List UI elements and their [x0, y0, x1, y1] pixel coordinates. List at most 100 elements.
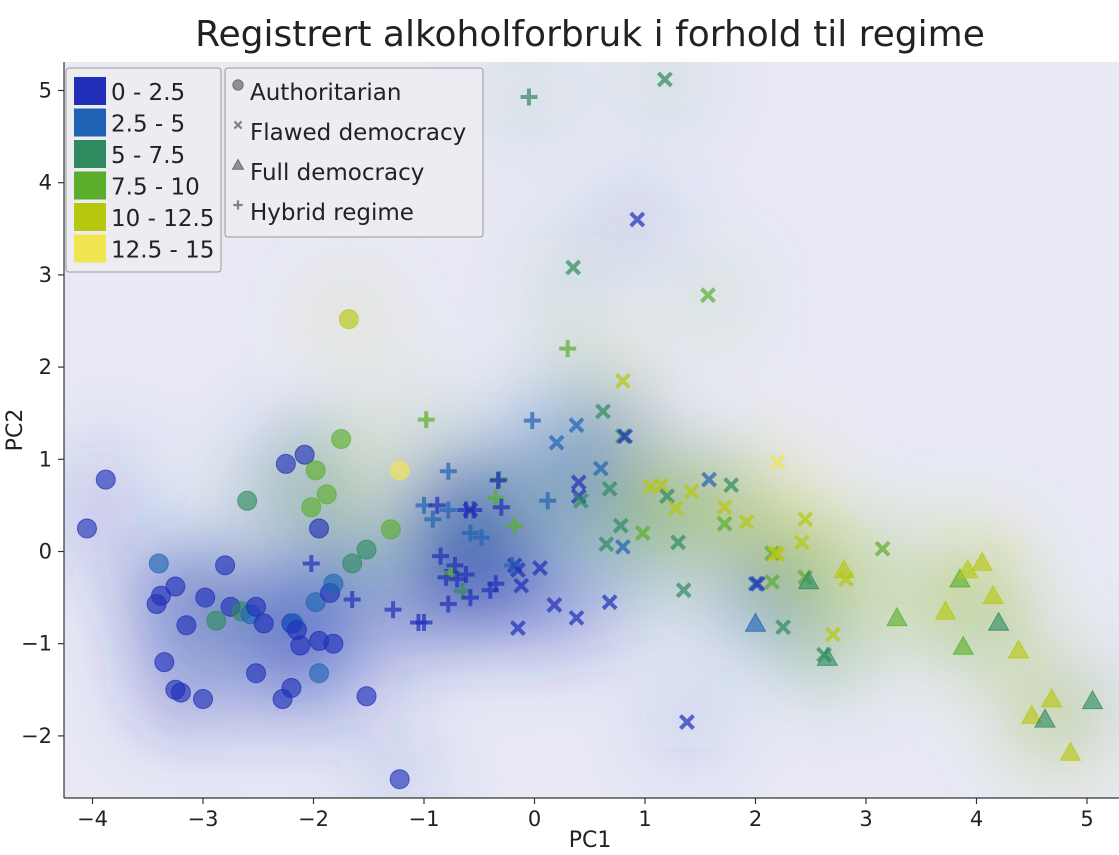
legend-marker-plus [233, 200, 243, 210]
data-point-plus [461, 524, 479, 542]
data-point-x [683, 483, 700, 500]
data-point-circle [193, 689, 213, 710]
data-point-plus [506, 517, 524, 535]
data-point-x [716, 515, 733, 532]
data-point-plus [559, 340, 577, 358]
y-tick-label: −2 [21, 724, 52, 748]
data-point-circle [342, 553, 363, 574]
data-point-triangle [1007, 639, 1030, 659]
data-point-x [612, 517, 629, 534]
data-point-plus [539, 492, 557, 510]
data-point-x [769, 454, 786, 470]
color-legend-label: 2.5 - 5 [111, 112, 185, 138]
data-point-circle [305, 460, 326, 481]
data-point-circle [323, 573, 344, 594]
data-point-x [670, 534, 687, 551]
data-point-circle [246, 596, 267, 617]
data-point-circle [389, 460, 410, 481]
data-point-plus [465, 501, 483, 519]
data-point-x [764, 574, 780, 590]
data-point-x [614, 538, 631, 555]
color-swatch [74, 77, 106, 105]
data-point-circle [338, 309, 359, 330]
data-point-x [668, 500, 684, 517]
y-tick-label: −1 [21, 632, 52, 656]
x-tick-label: 2 [749, 807, 762, 831]
data-point-triangle [987, 611, 1010, 631]
marker-legend-label: Hybrid regime [250, 200, 414, 226]
data-point-x [775, 619, 792, 636]
data-point-circle [356, 539, 377, 560]
data-point-x [598, 536, 615, 553]
data-point-x [675, 582, 692, 599]
marker-legend-label: Full democracy [250, 160, 424, 186]
x-axis-label: PC1 [569, 828, 612, 853]
legend-marker-triangle [231, 158, 245, 170]
data-point-circle [389, 769, 410, 790]
data-point-circle [380, 519, 401, 540]
data-point-x [824, 626, 841, 643]
data-point-plus [343, 590, 361, 608]
data-point-plus [439, 462, 457, 480]
data-point-x [568, 417, 585, 434]
data-point-triangle [1059, 741, 1082, 761]
data-point-x [723, 477, 740, 494]
data-point-x [568, 609, 585, 626]
color-swatch [74, 171, 106, 200]
marker-legend: Authoritarian Flawed democracy Full democr… [224, 67, 484, 238]
x-tick-label: 1 [638, 807, 651, 831]
axes: −4 −3 −2 −1 0 1 2 3 4 5 −2 −1 0 1 2 3 4 5 [21, 62, 1119, 831]
y-tick-label: 5 [39, 79, 52, 103]
data-point-circle [294, 444, 315, 465]
data-point-circle [356, 686, 377, 707]
data-point-circle [301, 497, 322, 518]
x-tick-label: −2 [298, 807, 329, 831]
data-point-triangle [1020, 704, 1043, 724]
data-point-circle [206, 610, 227, 631]
data-point-circle [253, 613, 274, 634]
data-point-triangle [816, 646, 839, 666]
x-tick-label: 3 [859, 807, 872, 831]
data-point-triangle [797, 569, 820, 590]
color-swatch [74, 234, 106, 263]
data-point-plus [424, 510, 442, 528]
x-tick-label: −1 [409, 807, 440, 831]
marker-legend-label: Authoritarian [250, 80, 401, 106]
data-point-triangle [1034, 708, 1056, 728]
data-point-x [565, 259, 582, 276]
data-point-circle [309, 518, 330, 539]
data-point-circle [237, 490, 258, 511]
data-point-plus [523, 412, 541, 430]
data-point-plus [439, 595, 457, 613]
data-point-x [513, 577, 530, 594]
data-point-x [797, 511, 814, 528]
data-point-plus [446, 556, 464, 574]
data-point-plus [384, 601, 402, 619]
data-point-x [738, 514, 755, 530]
data-point-circle [246, 663, 267, 684]
data-point-triangle [1040, 687, 1063, 708]
data-point-x [793, 534, 810, 551]
plot-area [64, 62, 1119, 798]
data-point-x [874, 540, 891, 557]
data-point-x [700, 287, 716, 304]
color-legend: 0 - 2.5 2.5 - 5 5 - 7.5 7.5 - 10 10 - 12.5 12… [65, 67, 222, 273]
data-point-x [656, 71, 673, 88]
data-point-x [595, 403, 611, 420]
data-point-circle [309, 663, 330, 684]
data-point-x [510, 620, 526, 636]
legend-marker-x [233, 120, 243, 130]
x-tick-label: 0 [528, 807, 541, 831]
data-point-x [653, 477, 670, 494]
data-point-plus [432, 547, 450, 565]
data-point-x [659, 488, 676, 505]
data-point-plus [503, 556, 521, 574]
x-tick-label: −4 [77, 807, 108, 831]
data-point-plus [448, 570, 466, 588]
x-tick-label: −3 [188, 807, 219, 831]
data-point-x [617, 428, 634, 445]
data-point-circle [281, 677, 302, 698]
data-point-plus [520, 88, 538, 106]
data-point-x [601, 594, 618, 611]
